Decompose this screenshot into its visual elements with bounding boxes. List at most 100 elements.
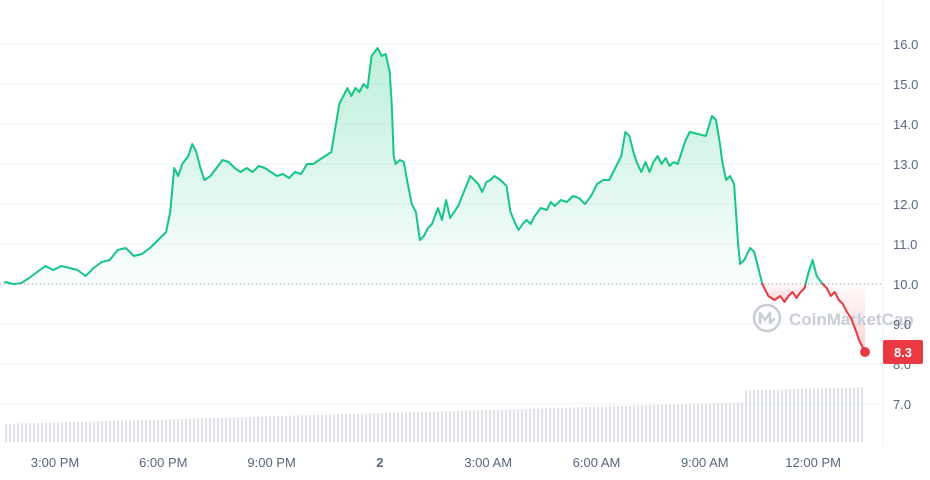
volume-bar	[325, 414, 328, 442]
volume-bar	[313, 415, 316, 442]
volume-bar	[553, 408, 556, 442]
volume-bar	[857, 387, 860, 442]
volume-bar	[849, 387, 852, 442]
volume-bar	[89, 421, 92, 442]
volume-bar	[449, 411, 452, 442]
volume-bar	[793, 389, 796, 442]
volume-bar	[201, 418, 204, 442]
x-tick-label: 6:00 PM	[139, 455, 187, 470]
volume-bar	[33, 423, 36, 442]
volume-bar	[205, 418, 208, 442]
volume-bar	[861, 387, 864, 442]
volume-bar	[421, 411, 424, 442]
y-tick-label: 11.0	[893, 237, 917, 252]
volume-bar	[121, 420, 124, 442]
volume-bar	[845, 387, 848, 442]
volume-bar	[401, 412, 404, 442]
volume-bar	[513, 409, 516, 442]
volume-bar	[245, 417, 248, 442]
volume-bar	[745, 390, 748, 442]
volume-bar	[833, 387, 836, 442]
volume-bar	[189, 418, 192, 442]
x-tick-label: 3:00 PM	[31, 455, 79, 470]
volume-bar	[25, 423, 28, 442]
volume-bar	[81, 421, 84, 442]
volume-bar	[765, 389, 768, 442]
volume-bar	[305, 415, 308, 442]
volume-bar	[405, 412, 408, 442]
volume-bar	[809, 388, 812, 442]
volume-bar	[73, 422, 76, 442]
volume-bar	[489, 409, 492, 442]
volume-bar	[29, 423, 32, 442]
volume-bar	[285, 415, 288, 442]
volume-bar	[673, 404, 676, 442]
volume-bar	[709, 403, 712, 442]
volume-bar	[785, 389, 788, 442]
volume-bar	[605, 406, 608, 442]
volume-bar	[217, 417, 220, 442]
volume-bar	[661, 404, 664, 442]
volume-bar	[265, 416, 268, 442]
volume-bar	[433, 411, 436, 442]
volume-bar	[589, 407, 592, 442]
x-tick-label: 9:00 AM	[681, 455, 729, 470]
volume-bar	[377, 413, 380, 442]
volume-bar	[21, 423, 24, 442]
volume-bar	[517, 409, 520, 442]
volume-bar	[481, 410, 484, 442]
volume-bar	[269, 416, 272, 442]
current-price-badge	[883, 340, 923, 364]
volume-bar	[317, 414, 320, 442]
volume-bar	[221, 417, 224, 442]
volume-bar	[649, 405, 652, 442]
volume-bar	[581, 407, 584, 442]
volume-bar	[257, 416, 260, 442]
volume-bar	[17, 423, 20, 442]
volume-bar	[129, 420, 132, 442]
volume-bar	[777, 389, 780, 442]
volume-bar	[353, 413, 356, 442]
volume-bar	[437, 411, 440, 442]
volume-bar	[309, 415, 312, 442]
volume-bar	[841, 387, 844, 442]
volume-bar	[5, 424, 8, 442]
volume-bar	[329, 414, 332, 442]
volume-bar	[713, 403, 716, 442]
volume-bar	[297, 415, 300, 442]
x-tick-label: 9:00 PM	[247, 455, 295, 470]
volume-bar	[669, 404, 672, 442]
volume-bar	[465, 410, 468, 442]
volume-bar	[537, 408, 540, 442]
volume-bar	[9, 423, 12, 442]
volume-bar	[385, 413, 388, 442]
volume-bar	[485, 410, 488, 442]
area-fill-down	[762, 284, 806, 302]
volume-bar	[817, 388, 820, 442]
volume-bar	[177, 419, 180, 442]
volume-bar	[425, 411, 428, 442]
volume-bar	[301, 415, 304, 442]
volume-bar	[369, 413, 372, 442]
grid-lines	[0, 0, 884, 445]
volume-bar	[525, 408, 528, 442]
watermark: CoinMarketCap	[752, 303, 914, 333]
volume-bar	[141, 420, 144, 442]
y-tick-label: 12.0	[893, 197, 918, 212]
volume-bar	[781, 389, 784, 442]
volume-bar	[477, 410, 480, 442]
volume-bar	[233, 417, 236, 442]
volume-bar	[225, 417, 228, 442]
price-area	[5, 48, 865, 352]
volume-bar	[413, 412, 416, 442]
volume-bar	[501, 409, 504, 442]
volume-bar	[789, 389, 792, 442]
volume-bar	[637, 405, 640, 442]
volume-bar	[441, 411, 444, 442]
x-tick-label: 2	[376, 455, 383, 470]
volume-bar	[117, 420, 120, 442]
volume-bar	[37, 423, 40, 442]
volume-bar	[261, 416, 264, 442]
volume-bar	[49, 422, 52, 442]
area-fill-up	[805, 260, 823, 284]
